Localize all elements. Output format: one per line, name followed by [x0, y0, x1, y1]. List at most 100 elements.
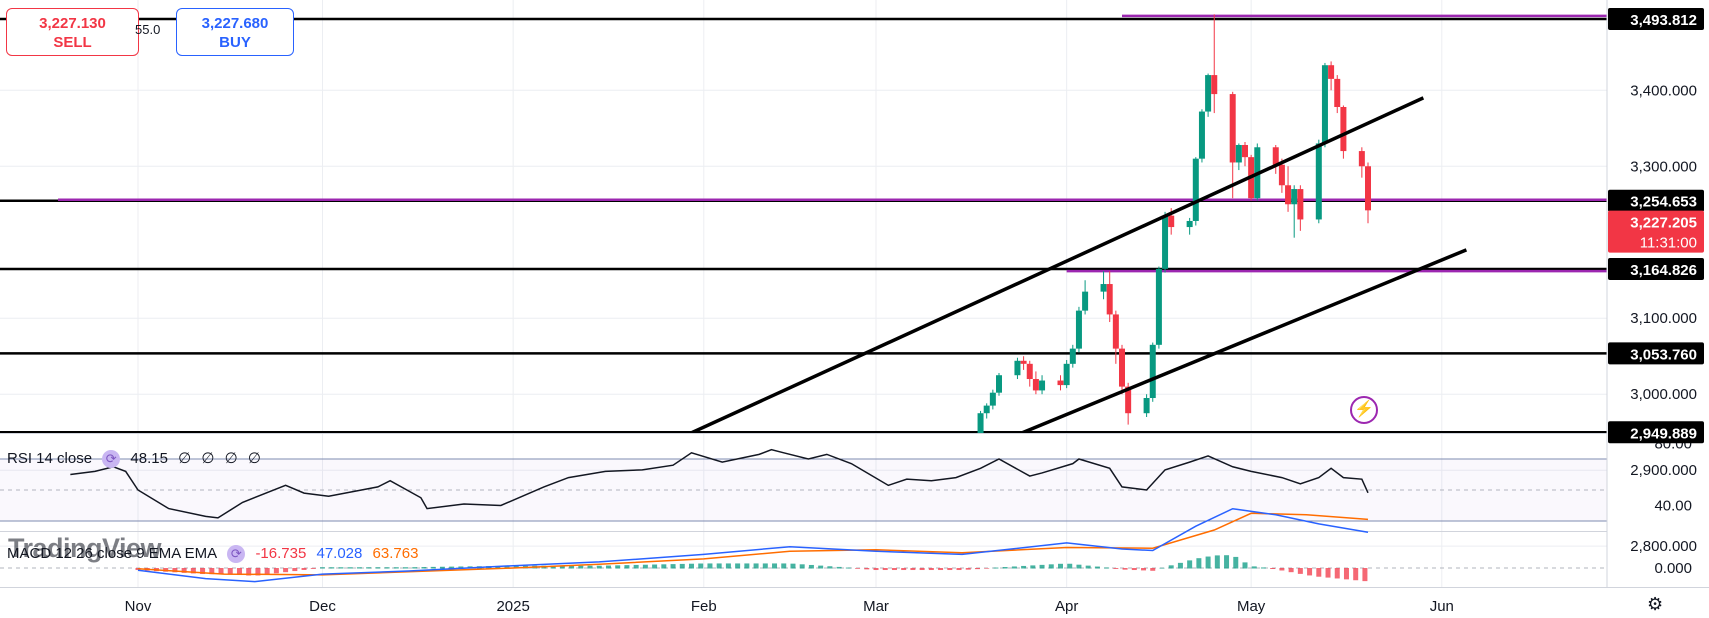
macd-histogram-bar	[1297, 568, 1303, 574]
candle	[1112, 314, 1119, 349]
candle	[1020, 360, 1027, 364]
macd-signal-value: 63.763	[372, 545, 419, 562]
macd-histogram-bar	[725, 563, 731, 569]
macd-histogram-bar	[181, 568, 187, 573]
candle	[977, 413, 984, 433]
macd-histogram-bar	[938, 568, 944, 571]
macd-histogram-bar	[1168, 565, 1174, 569]
cycle-icon[interactable]: ⟳	[102, 450, 121, 469]
macd-histogram-bar	[1094, 566, 1100, 569]
price-label: 2,949.889	[1630, 425, 1697, 442]
macd-histogram-bar	[762, 563, 768, 569]
macd-histogram-bar	[439, 566, 445, 569]
candle	[1229, 94, 1236, 163]
macd-histogram-bar	[329, 567, 335, 569]
macd-histogram-bar	[1048, 564, 1054, 569]
candle	[1149, 344, 1156, 399]
candle	[1100, 284, 1107, 292]
tradingview-logo: TradingView	[8, 533, 162, 563]
cycle-icon[interactable]: ⟳	[227, 545, 246, 564]
macd-histogram-bar	[836, 566, 842, 569]
macd-histogram-bar	[200, 568, 206, 575]
macd-histogram-bar	[209, 568, 215, 575]
macd-histogram-bar	[744, 563, 750, 569]
buy-button[interactable]: 3,227.680 BUY	[176, 8, 294, 56]
macd-histogram-bar	[891, 568, 897, 571]
macd-histogram-bar	[1288, 568, 1294, 573]
macd-histogram-bar	[412, 567, 418, 569]
macd-histogram-bar	[735, 563, 741, 569]
macd-histogram-bar	[1343, 568, 1349, 580]
price-label: 3,053.760	[1630, 346, 1697, 363]
rsi-legend[interactable]: RSI 14 close ⟳ 48.15 ∅ ∅ ∅ ∅	[7, 449, 267, 469]
macd-histogram-bar	[707, 563, 713, 569]
macd-histogram-bar	[569, 565, 575, 569]
macd-histogram-bar	[1058, 563, 1063, 569]
trendlines[interactable]	[427, 96, 1468, 554]
macd-histogram-bar	[587, 565, 593, 569]
macd-histogram-bar	[559, 565, 565, 569]
candle	[1039, 380, 1046, 391]
candle	[848, 444, 854, 457]
macd-histogram-bar	[1039, 564, 1045, 569]
candle	[1069, 348, 1076, 364]
rsi-line	[70, 448, 1369, 519]
candle	[1057, 380, 1064, 386]
rsi-extra: ∅	[247, 450, 261, 467]
macd-histogram-bar	[578, 565, 584, 569]
price-tick-label: 3,300.000	[1630, 158, 1697, 175]
candle	[1198, 111, 1205, 159]
candle	[855, 440, 861, 444]
sell-button[interactable]: 3,227.130 SELL	[6, 8, 139, 56]
price-tick-label: 3,100.000	[1630, 310, 1697, 327]
price-axis[interactable]: 3,400.000 3,300.000 3,100.000 3,000.000 2,90…	[1606, 0, 1709, 618]
horizontal-levels[interactable]	[0, 14, 1607, 434]
candle	[1032, 379, 1039, 391]
candle	[1315, 143, 1322, 220]
macd-histogram-bar	[1067, 563, 1073, 569]
macd-histogram-bar	[716, 563, 722, 569]
macd-histogram-bar	[504, 565, 510, 569]
candle	[1328, 65, 1335, 79]
candle	[983, 405, 990, 414]
macd-histogram-bar	[264, 568, 270, 575]
macd-histogram-bar	[320, 567, 325, 569]
macd-histogram-bar	[449, 566, 455, 569]
macd-histogram-bar	[1187, 560, 1193, 569]
macd-histogram-bar	[1122, 568, 1128, 570]
macd-histogram-bar	[1030, 565, 1036, 569]
macd-histogram-bar	[1334, 568, 1340, 579]
macd-histogram-bar	[1362, 568, 1368, 582]
macd-histogram-bar	[292, 568, 298, 572]
candle	[719, 537, 725, 550]
bolt-icon[interactable]: ⚡	[1350, 396, 1378, 424]
macd-histogram-bar	[1260, 567, 1266, 569]
candle	[971, 441, 977, 461]
gear-icon[interactable]: ⚙	[1647, 594, 1664, 614]
macd-histogram-bar	[698, 563, 704, 569]
rsi-pane	[0, 433, 1709, 532]
countdown-label: 11:31:00	[1640, 235, 1697, 252]
macd-histogram-bar	[310, 568, 316, 569]
macd-histogram-bar	[513, 565, 519, 569]
macd-histogram-bar	[689, 563, 694, 569]
candle	[989, 392, 996, 406]
macd-histogram-bar	[1196, 558, 1202, 569]
price-label-bg	[1608, 210, 1704, 253]
macd-histogram-bar	[873, 568, 879, 571]
macd-histogram-bar	[375, 567, 381, 569]
macd-legend[interactable]: MACD 12 26 close 9 EMA EMA ⟳ -16.735 47.…	[7, 545, 424, 564]
macd-histogram-bar	[1011, 566, 1017, 569]
channel-trendline	[1017, 248, 1468, 433]
time-tick-label: May	[1237, 598, 1266, 615]
macd-histogram-bar	[772, 563, 778, 569]
price-label-bg	[1608, 257, 1704, 280]
time-tick-label: 2025	[496, 598, 529, 615]
macd-histogram-value: -16.735	[255, 545, 307, 562]
candle	[1334, 78, 1341, 107]
macd-histogram-bar	[910, 568, 916, 571]
macd-histogram-bar	[642, 564, 648, 569]
time-axis[interactable]: Nov Dec 2025 Feb Mar Apr May Jun	[0, 587, 1709, 616]
candle	[1162, 215, 1169, 269]
